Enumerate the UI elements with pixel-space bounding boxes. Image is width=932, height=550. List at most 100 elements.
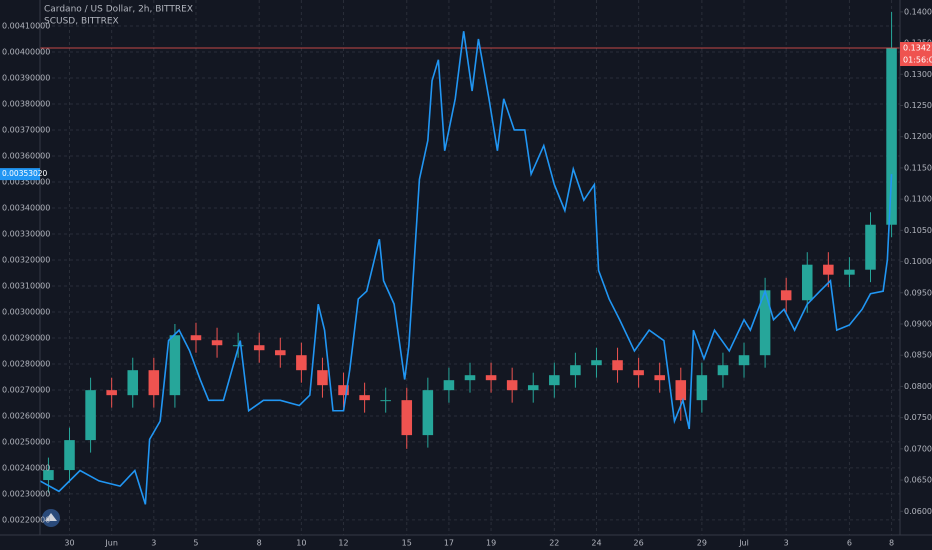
candle-body xyxy=(485,375,497,381)
x-tick-label: 8 xyxy=(889,539,894,548)
x-tick-label: 30 xyxy=(64,539,74,548)
candle-body xyxy=(422,390,434,436)
x-tick-label: 17 xyxy=(444,539,454,548)
line-series xyxy=(39,31,893,505)
candle-body xyxy=(211,340,223,346)
candle-body xyxy=(401,400,413,436)
x-tick-label: Jun xyxy=(104,539,118,548)
last-value-label: 0.00353020 xyxy=(2,169,48,178)
candle-body xyxy=(717,365,729,376)
x-tick-label: 12 xyxy=(338,539,348,548)
y-tick-label: 0.00260000 xyxy=(2,411,50,420)
candle-body xyxy=(338,385,349,396)
candle-body xyxy=(696,375,708,401)
candle-body xyxy=(654,375,665,381)
y-tick-label: 0.00330000 xyxy=(2,229,50,238)
x-tick-label: 5 xyxy=(193,539,198,548)
y-tick-label: 0.00300000 xyxy=(2,307,50,316)
y-tick-label: 0.00230000 xyxy=(2,489,50,498)
candle-body xyxy=(612,360,623,371)
countdown-label: 01:56:03 xyxy=(903,56,932,65)
x-tick-label: 15 xyxy=(402,539,412,548)
candle-body xyxy=(865,224,876,270)
candle-body xyxy=(64,440,75,471)
y-tick-label: 0.00380000 xyxy=(2,99,50,108)
candle-body xyxy=(359,395,370,401)
candle-body xyxy=(296,355,307,371)
candle-body xyxy=(275,350,286,356)
last-price-label: 0.13421 xyxy=(903,44,932,53)
y-tick-label: 0.00290000 xyxy=(2,333,50,342)
candle-body xyxy=(844,269,855,275)
candle-body xyxy=(464,375,476,381)
y2-tick-label: 0.10000 xyxy=(904,257,932,266)
candle-body xyxy=(759,290,771,356)
candle-body xyxy=(591,360,602,366)
x-tick-label: 29 xyxy=(697,539,707,548)
x-tick-label: 24 xyxy=(591,539,601,548)
y-tick-label: 0.00250000 xyxy=(2,437,50,446)
y-tick-label: 0.00390000 xyxy=(2,73,50,82)
y-tick-label: 0.00280000 xyxy=(2,359,50,368)
series-title: SCUSD, BITTREX xyxy=(44,17,119,27)
y-tick-label: 0.00370000 xyxy=(2,125,50,134)
logo-icon xyxy=(45,513,57,521)
candle-body xyxy=(380,400,391,402)
x-tick-label: 10 xyxy=(296,539,306,548)
y-tick-label: 0.00320000 xyxy=(2,255,50,264)
candle-body xyxy=(527,385,539,391)
candle-body xyxy=(106,390,117,396)
x-tick-label: 19 xyxy=(486,539,496,548)
candle-body xyxy=(780,290,792,301)
x-tick-label: 8 xyxy=(257,539,262,548)
candle-body xyxy=(253,345,265,351)
x-tick-label: 3 xyxy=(151,539,156,548)
candle-body xyxy=(169,335,181,396)
candle-body xyxy=(43,470,54,481)
candle-body xyxy=(823,264,834,275)
x-tick-label: 22 xyxy=(549,539,559,548)
candle-body xyxy=(886,48,897,225)
candle-body xyxy=(633,370,644,376)
y-tick-label: 0.00360000 xyxy=(2,151,50,160)
y-tick-label: 0.00340000 xyxy=(2,203,50,212)
y-tick-label: 0.00310000 xyxy=(2,281,50,290)
candle-body xyxy=(148,370,160,396)
candle-body xyxy=(801,264,813,301)
y-tick-label: 0.00240000 xyxy=(2,463,50,472)
candle-body xyxy=(127,370,139,396)
candle-body xyxy=(738,355,750,366)
candle-body xyxy=(317,370,328,386)
x-tick-label: 26 xyxy=(634,539,644,548)
candle-body xyxy=(190,335,202,341)
series-title: Cardano / US Dollar, 2h, BITTREX xyxy=(44,5,193,15)
last-price-box xyxy=(900,42,932,67)
x-tick-label: 6 xyxy=(847,539,852,548)
plot-area xyxy=(39,0,900,535)
y-tick-label: 0.00400000 xyxy=(2,47,50,56)
y-tick-label: 0.00350000 xyxy=(2,177,50,186)
candle-body xyxy=(549,375,560,386)
candle-body xyxy=(443,380,455,391)
candle-body xyxy=(675,380,687,401)
y-tick-label: 0.00270000 xyxy=(2,385,50,394)
x-tick-label: 3 xyxy=(784,539,789,548)
x-tick-label: Jul xyxy=(738,539,749,548)
